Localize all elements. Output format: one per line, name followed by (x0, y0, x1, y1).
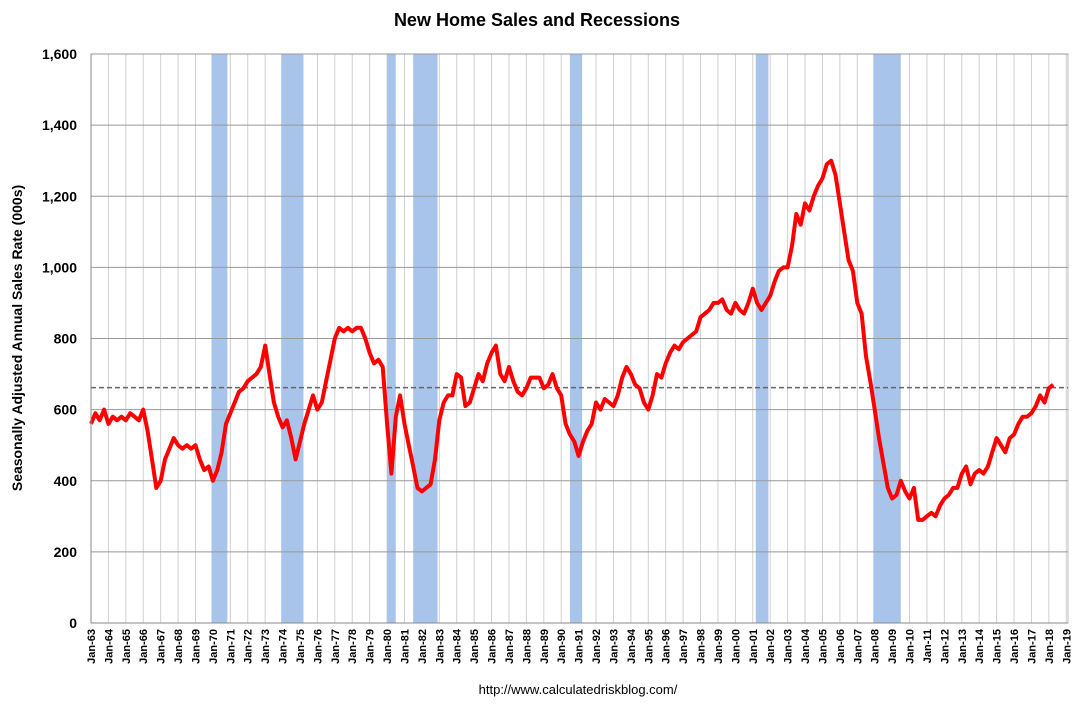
x-tick-label: Jan-89 (539, 629, 551, 664)
x-tick-label: Jan-94 (626, 628, 638, 664)
source: http://www.calculatedriskblog.com/ (479, 682, 678, 697)
x-tick-label: Jan-85 (469, 629, 481, 664)
x-tick-label: Jan-17 (1026, 629, 1038, 664)
x-tick-label: Jan-00 (730, 629, 742, 664)
x-tick-label: Jan-92 (591, 629, 603, 664)
x-tick-label: Jan-91 (574, 629, 586, 664)
x-tick-label: Jan-96 (661, 629, 673, 664)
x-tick-label: Jan-03 (783, 629, 795, 664)
x-tick-label: Jan-81 (399, 629, 411, 664)
x-tick-label: Jan-04 (800, 628, 812, 664)
y-tick-label: 1,400 (42, 117, 77, 133)
x-tick-label: Jan-80 (382, 629, 394, 664)
x-tick-label: Jan-83 (434, 629, 446, 664)
x-tick-label: Jan-01 (748, 629, 760, 664)
x-tick-label: Jan-10 (905, 629, 917, 664)
x-tick-label: Jan-79 (365, 629, 377, 664)
x-tick-label: Jan-67 (156, 629, 168, 664)
x-tick-label: Jan-76 (312, 629, 324, 664)
x-tick-label: Jan-63 (86, 629, 98, 664)
x-tick-label: Jan-70 (208, 629, 220, 664)
x-tick-label: Jan-82 (417, 629, 429, 664)
x-tick-label: Jan-19 (1061, 629, 1073, 664)
x-tick-label: Jan-90 (556, 629, 568, 664)
sales-line (89, 158, 1055, 522)
x-tick-label: Jan-65 (121, 629, 133, 664)
x-tick-label: Jan-05 (817, 629, 829, 664)
y-tick-label: 1,600 (42, 46, 77, 62)
x-tick-label: Jan-12 (939, 629, 951, 664)
y-tick-label: 1,200 (42, 188, 77, 204)
x-tick-label: Jan-15 (992, 629, 1004, 664)
x-tick-label: Jan-84 (452, 628, 464, 664)
x-tick-label: Jan-09 (887, 629, 899, 664)
x-tick-label: Jan-02 (765, 629, 777, 664)
x-tick-label: Jan-14 (974, 628, 986, 664)
x-tick-label: Jan-08 (870, 629, 882, 664)
x-tick-label: Jan-07 (852, 629, 864, 664)
y-tick-label: 800 (54, 331, 78, 347)
y-tick-label: 600 (54, 402, 78, 418)
x-tick-label: Jan-71 (225, 629, 237, 664)
x-tick-label: Jan-64 (103, 628, 115, 664)
x-tick-label: Jan-93 (608, 629, 620, 664)
x-tick-label: Jan-68 (173, 629, 185, 664)
x-tick-label: Jan-74 (278, 628, 290, 664)
x-tick-label: Jan-88 (521, 629, 533, 664)
x-tick-label: Jan-75 (295, 629, 307, 664)
x-tick-label: Jan-87 (504, 629, 516, 664)
x-tick-label: Jan-18 (1044, 629, 1056, 664)
x-tick-label: Jan-97 (678, 629, 690, 664)
x-tick-label: Jan-13 (957, 629, 969, 664)
y-tick-label: 200 (54, 544, 78, 560)
x-tick-label: Jan-06 (835, 629, 847, 664)
x-tick-label: Jan-77 (330, 629, 342, 664)
y-tick-label: 0 (69, 615, 77, 631)
x-tick-label: Jan-11 (922, 629, 934, 663)
y-tick-label: 1,000 (42, 259, 77, 275)
x-tick-label: Jan-73 (260, 629, 272, 664)
x-tick-label: Jan-16 (1009, 629, 1021, 664)
x-tick-label: Jan-95 (643, 629, 655, 664)
chart-title: New Home Sales and Recessions (394, 10, 680, 30)
x-tick-label: Jan-69 (190, 629, 202, 664)
x-tick-label: Jan-72 (243, 629, 255, 664)
x-tick-label: Jan-66 (138, 629, 150, 664)
y-tick-label: 400 (54, 473, 78, 489)
y-axis-label: Seasonally Adjusted Annual Sales Rate (0… (9, 185, 25, 491)
x-tick-label: Jan-99 (713, 629, 725, 664)
x-tick-label: Jan-86 (487, 629, 499, 664)
x-tick-label: Jan-78 (347, 629, 359, 664)
x-tick-label: Jan-98 (696, 629, 708, 664)
